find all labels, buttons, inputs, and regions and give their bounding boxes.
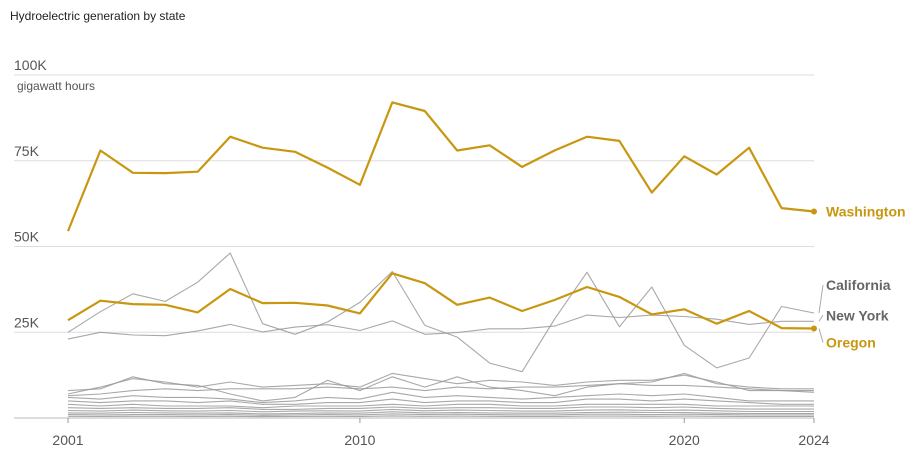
series-line-state — [67, 403, 814, 409]
series-endpoint-oregon — [811, 325, 817, 332]
y-tick-label: 100K — [14, 57, 47, 73]
x-tick-label: 2020 — [669, 432, 700, 448]
series-line-new-york — [67, 314, 814, 340]
x-tick-label: 2010 — [344, 432, 375, 448]
series-label-leader-oregon — [818, 328, 824, 343]
series-line-oregon — [67, 272, 815, 330]
series-label-new-york: New York — [826, 307, 889, 323]
y-tick-label: 25K — [14, 314, 40, 330]
chart-title: Hydroelectric generation by state — [10, 9, 186, 23]
series-line-state — [67, 413, 814, 416]
y-tick-label: 50K — [14, 229, 40, 245]
series-line-state — [67, 383, 815, 397]
series-label-california: California — [826, 277, 891, 293]
series-label-leader-california — [818, 284, 824, 314]
x-tick-label: 2001 — [52, 432, 83, 448]
series-line-state — [67, 398, 814, 405]
series-label-oregon: Oregon — [826, 334, 876, 350]
series-line-state — [67, 406, 814, 410]
series-label-washington: Washington — [826, 204, 906, 220]
series-line-state — [67, 408, 814, 413]
series-endpoint-washington — [811, 208, 817, 215]
series-line-state — [67, 372, 814, 402]
series-line-state — [67, 391, 814, 404]
x-tick-label: 2024 — [798, 432, 829, 448]
series-line-state — [67, 411, 814, 415]
series-line-state — [67, 372, 814, 395]
series-line-washington — [66, 101, 815, 232]
series-line-california — [67, 252, 815, 373]
y-unit-label: gigawatt hours — [17, 79, 95, 93]
series-line-state — [67, 415, 814, 418]
y-tick-label: 75K — [14, 143, 40, 159]
series-label-leader-new-york — [818, 314, 824, 322]
